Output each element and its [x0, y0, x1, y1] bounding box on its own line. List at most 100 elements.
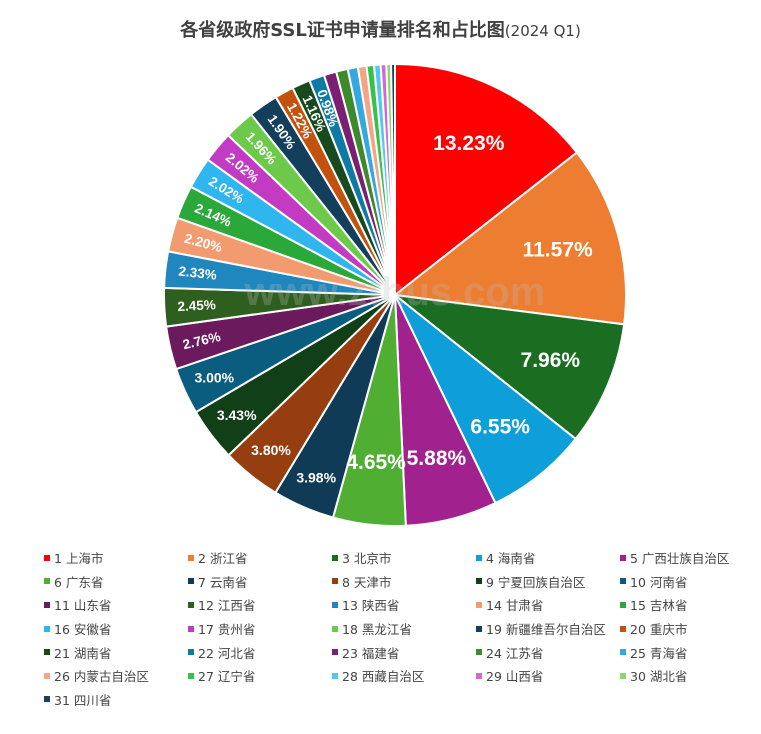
- legend-item-25: 25 青海省: [616, 641, 760, 663]
- legend-label-25: 25 青海省: [630, 645, 688, 661]
- legend-label-1: 1 上海市: [54, 551, 104, 567]
- data-label-2: 11.57%: [523, 239, 593, 262]
- legend-label-15: 15 吉林省: [630, 598, 688, 614]
- legend-swatch-21: [44, 649, 50, 656]
- legend-swatch-18: [332, 625, 338, 632]
- data-label-12: 2.45%: [177, 297, 216, 314]
- legend-item-10: 10 河南省: [616, 571, 760, 593]
- legend-swatch-28: [332, 672, 338, 679]
- legend-swatch-26: [44, 672, 50, 679]
- legend-item-8: 8 天津市: [328, 571, 472, 593]
- legend-item-6: 6 广东省: [40, 571, 184, 593]
- legend-swatch-11: [44, 601, 50, 608]
- legend-swatch-27: [188, 672, 194, 679]
- pie-slice-31: [390, 62, 396, 296]
- legend-label-8: 8 天津市: [342, 574, 392, 590]
- legend-label-10: 10 河南省: [630, 574, 688, 590]
- chart-subtitle: (2024 Q1): [504, 22, 581, 40]
- legend-swatch-14: [476, 601, 482, 608]
- legend-label-28: 28 西藏自治区: [342, 669, 425, 685]
- legend-item-31: 31 四川省: [40, 689, 184, 711]
- data-label-9: 3.43%: [217, 407, 257, 423]
- legend-label-11: 11 山东省: [54, 598, 112, 614]
- pie-slice-1: [394, 62, 579, 298]
- legend-swatch-30: [620, 672, 626, 679]
- pie-slice-4: [394, 294, 578, 505]
- legend-swatch-10: [620, 578, 626, 585]
- legend-label-20: 20 重庆市: [630, 622, 688, 638]
- legend-label-19: 19 新疆维吾尔自治区: [486, 622, 606, 638]
- data-label-5: 5.88%: [407, 447, 467, 470]
- legend-item-13: 13 陕西省: [328, 594, 472, 616]
- legend-swatch-8: [332, 578, 338, 585]
- legend-item-1: 1 上海市: [40, 547, 184, 569]
- legend-label-29: 29 山西省: [486, 669, 544, 685]
- legend-item-16: 16 安徽省: [40, 618, 184, 640]
- legend-label-18: 18 黑龙江省: [342, 622, 412, 638]
- legend-swatch-31: [44, 696, 50, 703]
- legend-label-22: 22 河北省: [198, 645, 256, 661]
- legend-label-13: 13 陕西省: [342, 598, 400, 614]
- pie-chart: www.zthus.com 13.23% 11.57% 7.96% 6.55%5.88…: [163, 62, 627, 527]
- legend-swatch-7: [188, 578, 194, 585]
- legend-swatch-23: [332, 649, 338, 656]
- legend: 1 上海市 2 浙江省 3 北京市 4 海南省 5 广西壮族自治区 6 广东省 7 云南省 8…: [40, 547, 760, 710]
- legend-label-24: 24 江苏省: [486, 645, 544, 661]
- legend-item-26: 26 内蒙古自治区: [40, 665, 184, 687]
- legend-swatch-1: [44, 554, 50, 561]
- legend-label-16: 16 安徽省: [54, 622, 112, 638]
- legend-item-20: 20 重庆市: [616, 618, 760, 640]
- legend-item-19: 19 新疆维吾尔自治区: [472, 618, 616, 640]
- legend-label-5: 5 广西壮族自治区: [630, 551, 730, 567]
- legend-item-24: 24 江苏省: [472, 641, 616, 663]
- data-label-3: 7.96%: [521, 349, 581, 372]
- legend-swatch-6: [44, 578, 50, 585]
- legend-label-17: 17 贵州省: [198, 622, 256, 638]
- legend-swatch-5: [620, 554, 626, 561]
- pie-slice-3: [391, 293, 626, 441]
- legend-swatch-9: [476, 578, 482, 585]
- data-label-7: 3.98%: [296, 469, 336, 485]
- legend-swatch-12: [188, 601, 194, 608]
- legend-label-9: 9 宁夏回族自治区: [486, 574, 586, 590]
- legend-swatch-3: [332, 554, 338, 561]
- chart-title-main: 各省级政府SSL证书申请量排名和占比图: [180, 20, 505, 41]
- legend-item-4: 4 海南省: [472, 547, 616, 569]
- legend-swatch-20: [620, 625, 626, 632]
- chart-title: 各省级政府SSL证书申请量排名和占比图(2024 Q1): [0, 16, 761, 42]
- legend-item-18: 18 黑龙江省: [328, 618, 472, 640]
- data-label-13: 2.33%: [178, 264, 218, 283]
- data-label-6: 4.65%: [346, 451, 406, 474]
- legend-swatch-15: [620, 601, 626, 608]
- data-label-8: 3.80%: [251, 442, 291, 458]
- legend-item-23: 23 福建省: [328, 641, 472, 663]
- legend-label-30: 30 湖北省: [630, 669, 688, 685]
- data-label-4: 6.55%: [470, 415, 530, 438]
- legend-swatch-2: [188, 554, 194, 561]
- legend-label-27: 27 辽宁省: [198, 669, 256, 685]
- legend-item-14: 14 甘肃省: [472, 594, 616, 616]
- legend-item-2: 2 浙江省: [184, 547, 328, 569]
- legend-label-12: 12 江西省: [198, 598, 256, 614]
- legend-item-22: 22 河北省: [184, 641, 328, 663]
- data-label-1: 13.23%: [433, 132, 505, 155]
- legend-item-27: 27 辽宁省: [184, 665, 328, 687]
- legend-label-6: 6 广东省: [54, 574, 104, 590]
- legend-label-26: 26 内蒙古自治区: [54, 669, 149, 685]
- legend-item-17: 17 贵州省: [184, 618, 328, 640]
- legend-item-21: 21 湖南省: [40, 641, 184, 663]
- legend-item-15: 15 吉林省: [616, 594, 760, 616]
- legend-swatch-4: [476, 554, 482, 561]
- legend-item-5: 5 广西壮族自治区: [616, 547, 760, 569]
- data-label-10: 3.00%: [194, 370, 234, 386]
- legend-swatch-19: [476, 625, 482, 632]
- legend-swatch-24: [476, 649, 482, 656]
- legend-swatch-13: [332, 601, 338, 608]
- legend-label-2: 2 浙江省: [198, 551, 248, 567]
- legend-label-14: 14 甘肃省: [486, 598, 544, 614]
- legend-item-3: 3 北京市: [328, 547, 472, 569]
- legend-label-7: 7 云南省: [198, 574, 248, 590]
- legend-item-29: 29 山西省: [472, 665, 616, 687]
- legend-item-30: 30 湖北省: [616, 665, 760, 687]
- legend-item-28: 28 西藏自治区: [328, 665, 472, 687]
